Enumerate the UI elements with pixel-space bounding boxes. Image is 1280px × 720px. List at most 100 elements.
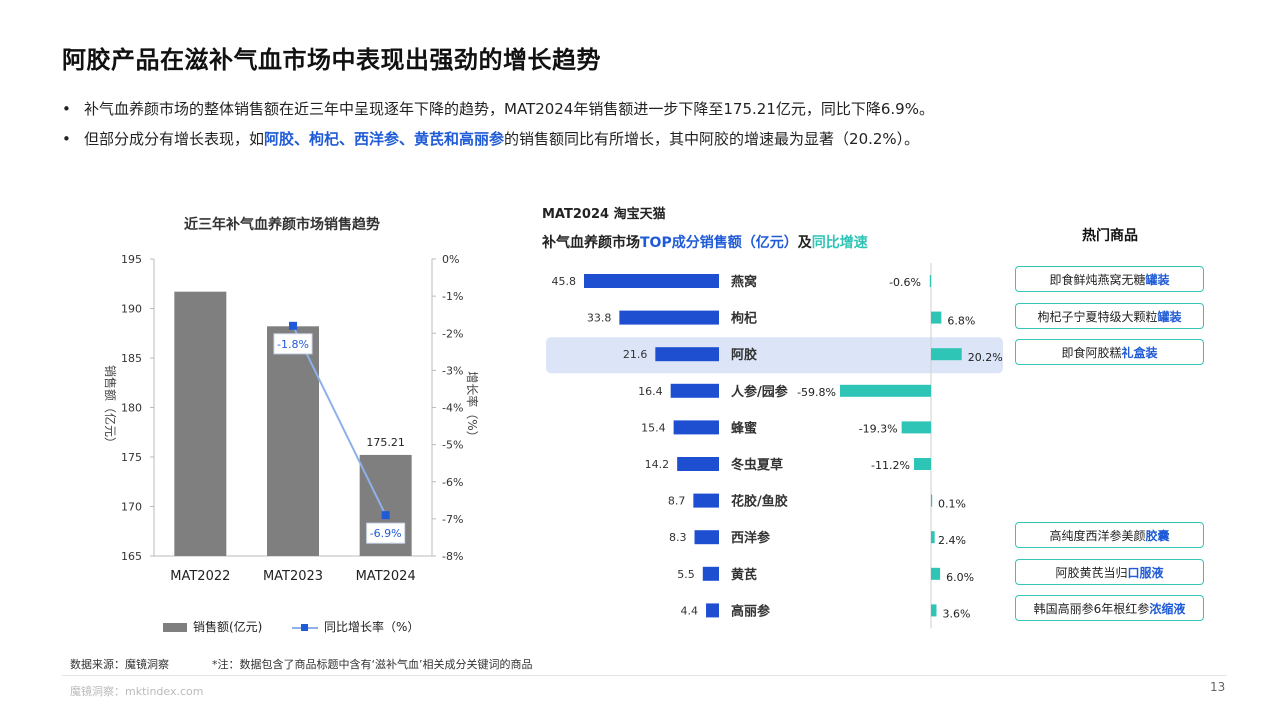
page-number: 13 (1210, 680, 1226, 694)
growth-marker (381, 511, 390, 520)
trend-chart-title: 近三年补气血养颜市场销售趋势 (184, 216, 380, 233)
ingredient-chart-subtitle: 补气血养颜市场TOP成分销售额（亿元）及同比增速 (542, 232, 868, 252)
hot-product-card: 即食阿胶糕礼盒装 (1015, 339, 1204, 366)
subtitle-highlight-growth: 同比增速 (811, 235, 868, 251)
bullet-2: • 但部分成分有增长表现，如阿胶、枸杞、西洋参、黄芪和高丽参的销售额同比有所增长… (62, 124, 1242, 154)
legend-sales-swatch (163, 623, 187, 632)
sales-data-label: 14.2 (645, 458, 670, 471)
growth-bar (931, 311, 942, 324)
data-source: 数据来源：魔镜洞察 (70, 658, 169, 671)
growth-bar (931, 567, 941, 580)
bullet-dot: • (62, 100, 71, 118)
category-label: 黄芪 (731, 567, 757, 583)
y2-tick-label: -7% (442, 513, 463, 526)
growth-marker (289, 321, 297, 330)
data-note: *注：数据包含了商品标题中含有‘滋补气血’相关成分关键词的商品 (212, 658, 533, 671)
y2-tick-label: -1% (442, 290, 463, 303)
sales-data-label: 33.8 (587, 312, 612, 325)
hot-product-format: 胶囊 (1145, 529, 1170, 544)
page-title: 阿胶产品在滋补气血市场中表现出强劲的增长趋势 (62, 46, 601, 74)
hot-product-name: 即食鲜炖燕窝无糖 (1049, 273, 1146, 287)
y-tick-label: 185 (121, 352, 142, 365)
hot-product-name: 阿胶黄芪当归 (1055, 565, 1128, 580)
bullet-2-pre: 但部分成分有增长表现，如 (84, 130, 265, 148)
hot-product-name: 韩国高丽参6年根红参 (1033, 602, 1150, 617)
y2-tick-label: -8% (442, 550, 463, 563)
growth-data-label: -19.3% (859, 422, 898, 435)
growth-bar (929, 275, 931, 287)
legend-growth-swatch (292, 623, 318, 633)
highlight-row (546, 337, 1003, 374)
y2-tick-label: -2% (442, 327, 463, 340)
growth-bar (931, 348, 962, 361)
growth-data-label: -11.2% (871, 459, 910, 472)
sales-data-label: 8.7 (668, 495, 686, 508)
trend-chart-y2label: 增长率（%） (465, 371, 480, 442)
hot-product-name: 枸杞子宁夏特级大颗粒 (1037, 309, 1158, 324)
growth-data-label: 0.1% (938, 498, 966, 511)
sales-bar (677, 457, 719, 471)
sales-data-label: 45.8 (552, 275, 577, 288)
growth-label-box (273, 333, 313, 355)
bullet-1: • 补气血养颜市场的整体销售额在近三年中呈现逐年下降的趋势，MAT2024年销售… (62, 94, 1242, 124)
footer-divider (62, 675, 1227, 676)
hot-product-format: 罐装 (1157, 309, 1182, 324)
category-label: 西洋参 (731, 530, 771, 546)
y-tick-label: 195 (121, 253, 142, 266)
subtitle-mid: 及 (797, 235, 812, 251)
x-tick-label: MAT2024 (356, 569, 416, 584)
category-label: 燕窝 (731, 274, 757, 290)
bar-data-label: 175.21 (366, 436, 405, 449)
growth-bar (913, 458, 931, 470)
sales-bar (655, 347, 719, 362)
hot-product-format: 礼盒装 (1121, 346, 1158, 361)
y-tick-label: 165 (121, 550, 142, 563)
category-label: 人参/园参 (731, 384, 789, 400)
x-tick-label: MAT2022 (170, 569, 230, 584)
category-label: 冬虫夏草 (731, 457, 783, 473)
sales-bar (174, 291, 227, 556)
y2-tick-label: -6% (442, 476, 463, 489)
sales-bar (693, 493, 719, 508)
growth-data-label: 2.4% (938, 534, 966, 547)
growth-bar (931, 494, 933, 507)
category-label: 蜂蜜 (731, 420, 757, 436)
growth-data-label: 6.8% (947, 315, 975, 328)
y-tick-label: 170 (121, 501, 142, 514)
subtitle-pre: 补气血养颜市场 (542, 235, 640, 251)
sales-bar (670, 383, 719, 398)
category-label: 花胶/鱼胶 (731, 494, 788, 510)
y2-tick-label: -3% (442, 364, 463, 377)
sales-bar (694, 530, 719, 545)
sales-bar (706, 603, 719, 618)
hot-product-format: 罐装 (1145, 273, 1170, 287)
sales-data-label: 21.6 (623, 348, 648, 361)
hot-product-card: 韩国高丽参6年根红参浓缩液 (1015, 595, 1204, 622)
legend-sales-label: 销售额(亿元) (193, 620, 263, 634)
growth-line (292, 325, 387, 516)
sales-bar (619, 310, 719, 325)
sales-bar (702, 566, 719, 581)
bullet-2-post: 的销售额同比有所增长，其中阿胶的增速最为显著（20.2%）。 (504, 130, 920, 148)
hot-product-format: 口服液 (1127, 565, 1164, 580)
growth-bar (931, 531, 935, 544)
bullet-dot: • (62, 130, 71, 148)
hot-product-card: 枸杞子宁夏特级大颗粒罐装 (1015, 302, 1204, 329)
hot-products-title: 热门商品 (1082, 228, 1138, 244)
growth-data-label: -1.8% (277, 338, 309, 351)
category-label: 枸杞 (731, 311, 757, 327)
hot-product-card: 阿胶黄芪当归口服液 (1015, 558, 1204, 585)
y-tick-label: 190 (121, 303, 142, 316)
category-label: 阿胶 (731, 347, 757, 363)
growth-data-label: 20.2% (968, 351, 1003, 364)
y2-tick-label: 0% (442, 253, 459, 266)
sales-data-label: 16.4 (638, 385, 663, 398)
growth-data-label: -6.9% (370, 527, 402, 540)
hot-product-name: 即食阿胶糕 (1061, 346, 1122, 361)
y2-tick-label: -5% (442, 439, 463, 452)
sales-bar (584, 274, 719, 288)
legend-growth: 同比增长率（%） (292, 618, 419, 635)
growth-bar (901, 421, 931, 434)
